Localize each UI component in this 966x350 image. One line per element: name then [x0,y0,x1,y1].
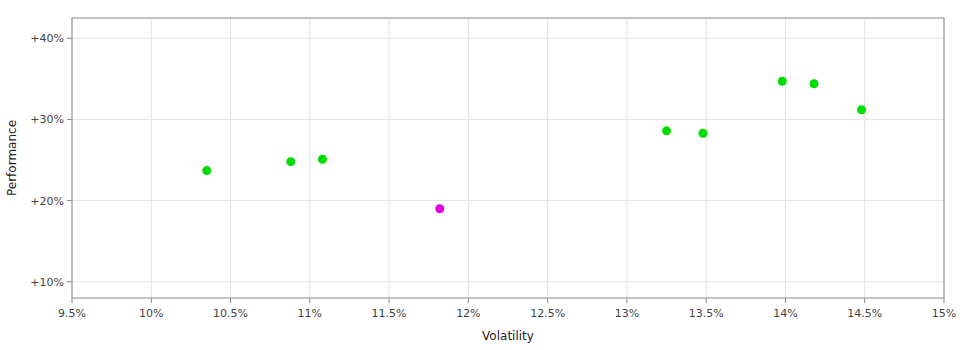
grid-line [151,18,152,298]
tick-mark [864,298,865,303]
grid-line [230,18,231,298]
point [286,157,295,166]
grid-line [72,200,944,201]
grid [72,18,944,298]
tick-mark [547,298,548,303]
tick-mark [72,298,73,303]
grid-line [864,18,865,298]
tick-label: 10.5% [213,307,248,320]
tick-label: 13% [615,307,639,320]
tick-label: +20% [30,195,64,208]
plot-area [72,18,944,298]
axis-label: Performance [5,120,19,196]
axis-label: Volatility [482,329,534,343]
tick-label: 14.5% [847,307,882,320]
tick-label: +10% [30,276,64,289]
tick-label: 14% [773,307,797,320]
point [699,129,708,138]
grid-line [72,38,944,39]
point [662,126,671,135]
tick-mark [309,298,310,303]
tick-mark [67,119,72,120]
grid-line [706,18,707,298]
chart: 9.5% 10% 10.5% 11% 11.5% 12% 12.5% 13% 13.5% 14% 1… [0,0,966,350]
tick-label: 15% [932,307,956,320]
grid-line [547,18,548,298]
tick-label: 12% [456,307,480,320]
tick-label: 12.5% [530,307,565,320]
ticks: 9.5% 10% 10.5% 11% 11.5% 12% 12.5% 13% 13.5% 14% 1… [30,32,956,320]
grid-line [468,18,469,298]
point [202,166,211,175]
plot-frame [72,18,944,298]
grid-line [785,18,786,298]
tick-mark [67,281,72,282]
tick-mark [706,298,707,303]
point [809,79,818,88]
tick-label: +40% [30,32,64,45]
tick-label: +30% [30,113,64,126]
series [202,77,866,175]
grid-line [626,18,627,298]
grid-line [309,18,310,298]
point [435,204,444,213]
tick-label: 11% [298,307,322,320]
tick-label: 11.5% [372,307,407,320]
tick-mark [67,200,72,201]
tick-mark [230,298,231,303]
tick-mark [944,298,945,303]
grid-line [72,281,944,282]
tick-mark [468,298,469,303]
tick-mark [67,38,72,39]
series [435,204,444,213]
tick-label: 13.5% [689,307,724,320]
points [202,77,866,213]
grid-line [389,18,390,298]
tick-mark [389,298,390,303]
tick-mark [785,298,786,303]
point [778,77,787,86]
tick-label: 9.5% [58,307,86,320]
tick-mark [626,298,627,303]
tick-mark [151,298,152,303]
point [857,105,866,114]
point [318,155,327,164]
grid-line [72,119,944,120]
tick-label: 10% [139,307,163,320]
